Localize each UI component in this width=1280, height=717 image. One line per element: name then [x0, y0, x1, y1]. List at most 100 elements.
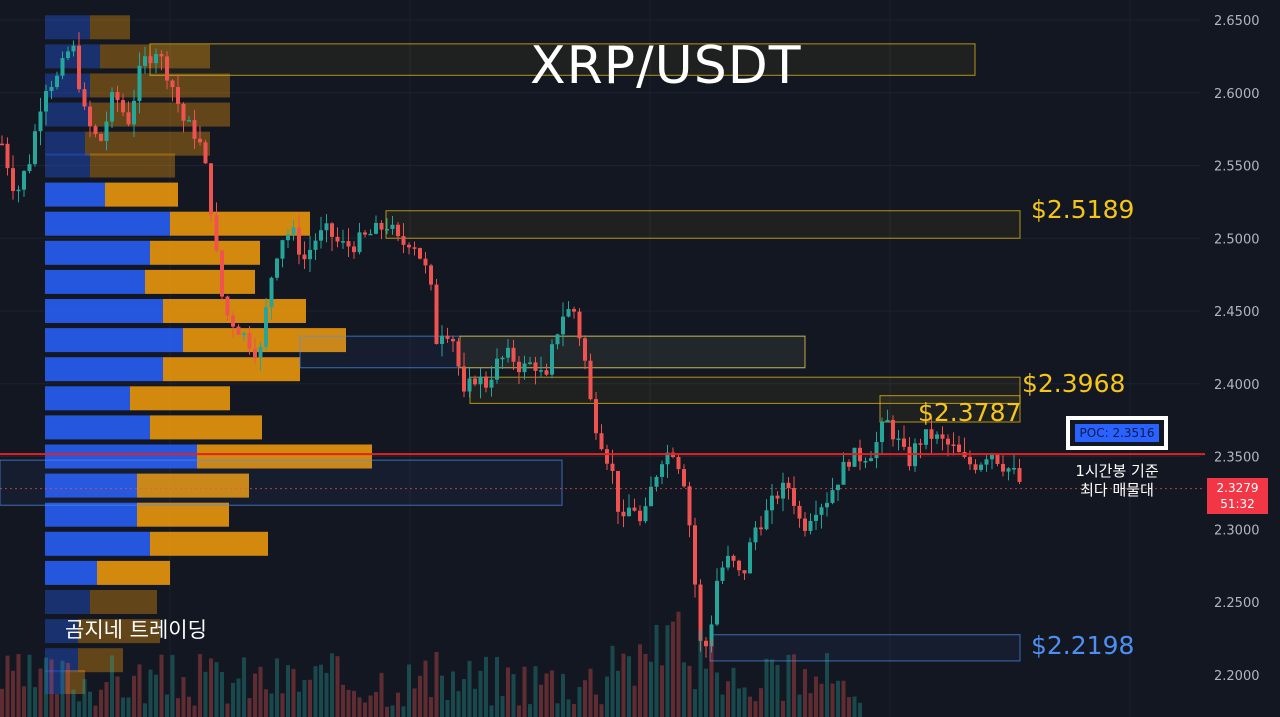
vp-buy-bar — [45, 415, 150, 440]
vp-buy-bar — [45, 328, 183, 353]
level-label-3: $2.3787 — [918, 398, 1022, 427]
volume-bar — [214, 662, 219, 717]
volume-bar — [506, 667, 510, 717]
candle-body — [55, 75, 59, 88]
candle-body — [709, 624, 714, 647]
candle-body — [605, 449, 609, 464]
candle-body — [511, 347, 516, 362]
volume-bar — [297, 691, 301, 717]
bar-countdown: 51:32 — [1220, 497, 1255, 511]
volume-bar — [319, 664, 323, 717]
y-tick-label: 2.3000 — [1214, 523, 1260, 538]
candle-body — [313, 240, 318, 250]
candle-body — [808, 520, 813, 531]
volume-bar — [522, 666, 527, 717]
candle-body — [819, 507, 824, 515]
candle-body — [264, 307, 268, 347]
volume-bar — [363, 702, 367, 717]
volume-bar — [374, 691, 378, 717]
candle-body — [181, 103, 186, 121]
candle-body — [60, 58, 65, 76]
volume-bar — [407, 664, 411, 717]
volume-bar — [660, 665, 664, 717]
volume-bar — [599, 704, 604, 717]
volume-bar — [302, 679, 307, 717]
volume-bar — [704, 668, 708, 717]
vp-buy-bar — [45, 182, 105, 207]
vp-buy-bar — [45, 102, 90, 127]
volume-bar — [445, 699, 450, 717]
volume-bar — [852, 696, 857, 717]
candle-body — [379, 222, 384, 230]
volume-bar — [665, 625, 670, 717]
y-tick-label: 2.5500 — [1214, 160, 1260, 175]
candle-body — [495, 358, 499, 380]
volume-bar — [132, 675, 136, 717]
candle-body — [715, 580, 719, 625]
volume-bar — [313, 666, 318, 717]
volume-bar — [396, 692, 400, 717]
candle-body — [918, 443, 923, 445]
y-tick-label: 2.4000 — [1214, 378, 1260, 393]
vp-sell-bar — [137, 502, 229, 527]
volume-bar — [808, 693, 813, 717]
volume-bar — [209, 658, 213, 717]
volume-bar — [126, 697, 131, 717]
candle-body — [467, 378, 472, 392]
candle-body — [82, 89, 87, 107]
vp-buy-bar — [45, 357, 163, 382]
candle-body — [110, 92, 114, 122]
volume-bar — [803, 669, 807, 717]
vp-buy-bar — [45, 444, 197, 469]
volume-bar — [462, 679, 466, 717]
candle-body — [610, 463, 615, 471]
volume-bar — [478, 670, 483, 717]
volume-bar — [819, 683, 824, 717]
candle-body — [324, 223, 329, 231]
current-price: 2.3279 — [1216, 481, 1259, 495]
volume-bar — [104, 682, 109, 717]
volume-bar — [357, 697, 362, 717]
volume-bar — [594, 694, 598, 717]
level-zone — [709, 634, 1021, 662]
candle-body — [896, 438, 901, 441]
volume-bar — [275, 658, 279, 717]
volume-bar — [533, 666, 538, 717]
candle-body — [434, 284, 439, 345]
candle-body — [38, 111, 43, 132]
candle-body — [676, 457, 681, 470]
volume-bar — [775, 664, 780, 717]
volume-bar — [0, 688, 4, 717]
volume-bar — [610, 645, 615, 717]
volume-bar — [682, 662, 686, 717]
candle-body — [555, 334, 560, 345]
volume-bar — [528, 704, 532, 717]
candle-body — [528, 362, 532, 364]
candle-body — [286, 234, 290, 241]
vp-buy-bar — [45, 619, 78, 644]
candle-body — [308, 249, 312, 260]
candle-body — [352, 246, 356, 253]
candle-body — [759, 527, 763, 530]
y-tick-label: 2.3500 — [1214, 451, 1260, 466]
candle-body — [165, 56, 169, 81]
candle-body — [786, 482, 791, 489]
candle-body — [968, 456, 972, 465]
candle-body — [187, 120, 191, 122]
candle-body — [440, 335, 444, 345]
volume-bar — [456, 691, 461, 717]
candle-body — [220, 250, 224, 297]
volume-bar — [550, 670, 554, 717]
volume-bar — [324, 672, 329, 717]
candle-body — [385, 228, 389, 231]
candle-body — [418, 248, 422, 259]
volume-bar — [192, 705, 197, 717]
candle-body — [396, 224, 400, 237]
volume-bar — [385, 706, 389, 717]
volume-bar — [638, 644, 642, 717]
candle-body — [11, 168, 15, 192]
candle-body — [71, 45, 76, 52]
volume-bar — [115, 676, 120, 717]
